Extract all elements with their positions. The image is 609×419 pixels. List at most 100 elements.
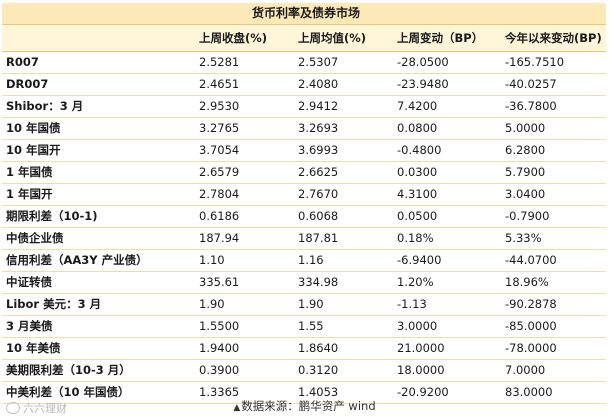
row-name: 1 年国开	[2, 183, 195, 206]
row-ytd-change: 7.0000	[501, 359, 607, 382]
row-weekly-average: 2.6625	[294, 161, 393, 184]
row-name: 中证转债	[2, 271, 195, 294]
table-row: 美期限利差（10-3 月） 0.3900 0.3120 18.0000 7.0000	[2, 359, 607, 382]
table-title-row: 货币利率及债券市场	[2, 3, 607, 25]
table-row: 中债企业债 187.94 187.81 0.18% 5.33%	[2, 227, 607, 250]
row-weekly-average: 3.6993	[294, 139, 393, 162]
row-weekly-average: 334.98	[294, 271, 393, 294]
row-ytd-change: 3.0400	[501, 183, 607, 206]
row-name: R007	[2, 51, 195, 74]
row-name: 3 月美债	[2, 315, 195, 338]
row-weekly-close: 0.3900	[195, 359, 294, 382]
watermark-logo-icon	[6, 402, 20, 414]
row-weekly-close: 1.9400	[195, 337, 294, 360]
row-name: Shibor：3 月	[2, 95, 195, 118]
row-ytd-change: -78.0000	[501, 337, 607, 360]
row-weekly-average: 0.6068	[294, 205, 393, 228]
triangle-marker-icon: ▲	[233, 403, 241, 413]
row-weekly-change: 0.0800	[393, 117, 501, 140]
row-weekly-average: 1.16	[294, 249, 393, 272]
row-weekly-change: -28.0500	[393, 51, 501, 74]
table-row: 中证转债 335.61 334.98 1.20% 18.96%	[2, 271, 607, 294]
table-row: 1 年国债 2.6579 2.6625 0.0300 5.7900	[2, 161, 607, 184]
watermark: 六六理财	[6, 400, 67, 416]
table-row: DR007 2.4651 2.4080 -23.9480 -40.0257	[2, 73, 607, 96]
table-row: R007 2.5281 2.5307 -28.0500 -165.7510	[2, 51, 607, 74]
row-weekly-change: 0.0300	[393, 161, 501, 184]
rates-table-container: 货币利率及债券市场 上周收盘(%) 上周均值(%) 上周变动（BP） 今年以来变…	[2, 3, 607, 404]
row-name: 1 年国债	[2, 161, 195, 184]
row-weekly-close: 1.90	[195, 293, 294, 316]
row-name: 中美利差（10 年国债）	[2, 381, 195, 404]
row-weekly-average: 1.90	[294, 293, 393, 316]
table-row: 1 年国开 2.7804 2.7670 4.3100 3.0400	[2, 183, 607, 206]
row-weekly-close: 1.5500	[195, 315, 294, 338]
row-weekly-close: 1.10	[195, 249, 294, 272]
row-ytd-change: 5.7900	[501, 161, 607, 184]
rates-table: 货币利率及债券市场 上周收盘(%) 上周均值(%) 上周变动（BP） 今年以来变…	[2, 3, 607, 404]
row-name: Libor 美元：3 月	[2, 293, 195, 316]
row-weekly-average: 2.5307	[294, 51, 393, 74]
table-row: 期限利差（10-1) 0.6186 0.6068 0.0500 -0.7900	[2, 205, 607, 228]
row-weekly-close: 335.61	[195, 271, 294, 294]
row-weekly-close: 187.94	[195, 227, 294, 250]
row-weekly-change: 0.0500	[393, 205, 501, 228]
row-weekly-change: 1.20%	[393, 271, 501, 294]
row-weekly-average: 1.8640	[294, 337, 393, 360]
row-weekly-close: 3.2765	[195, 117, 294, 140]
row-ytd-change: 5.0000	[501, 117, 607, 140]
row-weekly-average: 1.55	[294, 315, 393, 338]
table-title: 货币利率及债券市场	[2, 3, 607, 25]
row-weekly-change: 7.4200	[393, 95, 501, 118]
row-weekly-change: 21.0000	[393, 337, 501, 360]
header-weekly-close: 上周收盘(%)	[195, 24, 294, 52]
header-weekly-average: 上周均值(%)	[294, 24, 393, 52]
row-name: 10 年美债	[2, 337, 195, 360]
row-weekly-change: 0.18%	[393, 227, 501, 250]
row-weekly-change: 18.0000	[393, 359, 501, 382]
row-weekly-close: 0.6186	[195, 205, 294, 228]
table-row: Shibor：3 月 2.9530 2.9412 7.4200 -36.7800	[2, 95, 607, 118]
row-ytd-change: -165.7510	[501, 51, 607, 74]
row-weekly-average: 2.4080	[294, 73, 393, 96]
row-ytd-change: -85.0000	[501, 315, 607, 338]
row-weekly-close: 2.5281	[195, 51, 294, 74]
row-ytd-change: 83.0000	[501, 381, 607, 404]
row-ytd-change: 18.96%	[501, 271, 607, 294]
row-weekly-close: 2.6579	[195, 161, 294, 184]
row-weekly-change: 3.0000	[393, 315, 501, 338]
row-weekly-close: 1.3365	[195, 381, 294, 404]
row-weekly-close: 2.9530	[195, 95, 294, 118]
row-ytd-change: -40.0257	[501, 73, 607, 96]
row-weekly-change: 4.3100	[393, 183, 501, 206]
row-weekly-average: 0.3120	[294, 359, 393, 382]
row-weekly-close: 2.7804	[195, 183, 294, 206]
table-row: 10 年国开 3.7054 3.6993 -0.4800 6.2800	[2, 139, 607, 162]
row-weekly-close: 2.4651	[195, 73, 294, 96]
row-weekly-average: 1.4053	[294, 381, 393, 404]
table-row: 3 月美债 1.5500 1.55 3.0000 -85.0000	[2, 315, 607, 338]
row-ytd-change: -36.7800	[501, 95, 607, 118]
table-row: 10 年美债 1.9400 1.8640 21.0000 -78.0000	[2, 337, 607, 360]
row-name: DR007	[2, 73, 195, 96]
row-ytd-change: -0.7900	[501, 205, 607, 228]
table-row: 10 年国债 3.2765 3.2693 0.0800 5.0000	[2, 117, 607, 140]
table-row: 中美利差（10 年国债） 1.3365 1.4053 -20.9200 83.0000	[2, 381, 607, 404]
table-body: R007 2.5281 2.5307 -28.0500 -165.7510 DR007 2.…	[2, 51, 607, 404]
row-name: 10 年国债	[2, 117, 195, 140]
row-weekly-change: -20.9200	[393, 381, 501, 404]
row-ytd-change: 5.33%	[501, 227, 607, 250]
row-weekly-average: 2.7670	[294, 183, 393, 206]
row-name: 中债企业债	[2, 227, 195, 250]
row-weekly-change: -6.9400	[393, 249, 501, 272]
row-ytd-change: 6.2800	[501, 139, 607, 162]
row-ytd-change: -90.2878	[501, 293, 607, 316]
table-header-row: 上周收盘(%) 上周均值(%) 上周变动（BP） 今年以来变动(BP)	[2, 24, 607, 52]
row-weekly-average: 3.2693	[294, 117, 393, 140]
row-weekly-average: 187.81	[294, 227, 393, 250]
header-name	[2, 24, 195, 52]
table-row: 信用利差（AA3Y 产业债） 1.10 1.16 -6.9400 -44.0700	[2, 249, 607, 272]
header-ytd-change: 今年以来变动(BP)	[501, 24, 607, 52]
header-weekly-change: 上周变动（BP）	[393, 24, 501, 52]
watermark-text: 六六理财	[23, 402, 67, 415]
